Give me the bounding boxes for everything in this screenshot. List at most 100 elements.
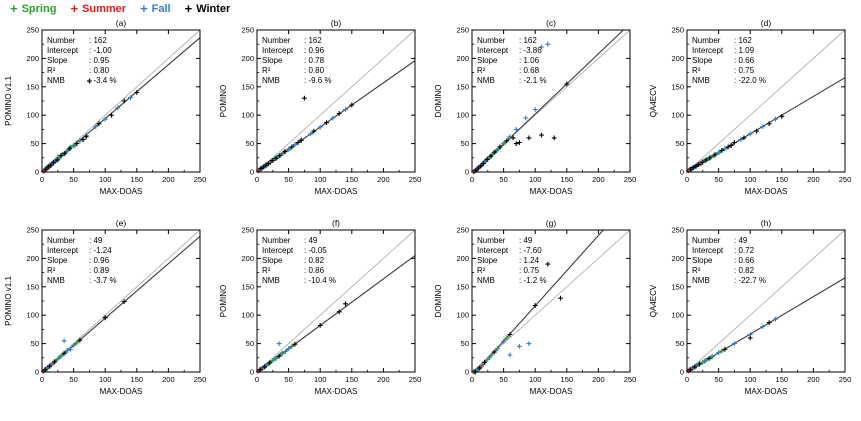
x-tick-label: 50: [714, 375, 722, 384]
y-tick-label: 200: [241, 254, 254, 263]
y-tick-label: 0: [680, 168, 684, 177]
scatter-panel-f: (f) 0 0 50 50 100 100 150 150 200 200 250 250 Number:…: [215, 216, 430, 416]
x-tick-label: 250: [194, 375, 207, 384]
stat-label: NMB: [692, 76, 710, 85]
x-axis-title: MAX-DOAS: [530, 187, 573, 196]
y-tick-label: 200: [456, 254, 469, 263]
x-tick-label: 200: [807, 375, 820, 384]
stat-value: : -9.6 %: [304, 76, 332, 85]
y-tick-label: 100: [26, 111, 39, 120]
y-tick-label: 200: [241, 54, 254, 63]
scatter-panel-c: (c) 0 0 50 50 100 100 150 150 200 200 250 250 Number:…: [430, 16, 645, 216]
y-tick-label: 250: [456, 226, 469, 235]
scatter-panel-a: (a) 0 0 50 50 100 100 150 150 200 200 250 250 Number:…: [0, 16, 215, 216]
stat-value: : -7.60: [519, 246, 542, 255]
stat-label: Number: [692, 236, 721, 245]
stat-value: : 162: [734, 36, 752, 45]
stat-label: Slope: [477, 56, 498, 65]
scatter-panel-h: (h) 0 0 50 50 100 100 150 150 200 200 250 250 Number:…: [645, 216, 860, 416]
x-tick-label: 200: [592, 175, 605, 184]
stat-label: Slope: [47, 256, 68, 265]
x-tick-label: 250: [409, 375, 422, 384]
scatter-panel-d: (d) 0 0 50 50 100 100 150 150 200 200 250 250 Number:…: [645, 16, 860, 216]
y-tick-label: 250: [26, 226, 39, 235]
x-tick-label: 0: [470, 375, 474, 384]
stat-label: R²: [477, 66, 486, 75]
x-axis-title: MAX-DOAS: [100, 187, 143, 196]
stat-label: Number: [47, 36, 76, 45]
x-axis-title: MAX-DOAS: [745, 187, 788, 196]
x-tick-label: 250: [409, 175, 422, 184]
y-axis-title: DOMINO: [434, 85, 443, 118]
x-tick-label: 250: [194, 175, 207, 184]
scatter-panel-e: (e) 0 0 50 50 100 100 150 150 200 200 250 250 Number:…: [0, 216, 215, 416]
stat-value: : 0.75: [734, 66, 755, 75]
y-tick-label: 100: [456, 111, 469, 120]
stat-label: NMB: [477, 276, 495, 285]
stat-label: Intercept: [47, 46, 79, 55]
x-tick-label: 100: [744, 175, 757, 184]
stat-value: : 0.82: [734, 266, 755, 275]
stat-label: Number: [262, 36, 291, 45]
scatter-series-winter: [258, 95, 355, 171]
x-tick-label: 50: [284, 175, 292, 184]
plus-marker-icon: +: [184, 0, 193, 16]
stat-label: NMB: [47, 276, 65, 285]
stat-label: Slope: [477, 256, 498, 265]
x-tick-label: 100: [99, 375, 112, 384]
stat-label: Intercept: [692, 46, 724, 55]
x-tick-label: 50: [69, 375, 77, 384]
stat-value: : 0.96: [89, 256, 110, 265]
regression-line: [256, 255, 416, 373]
y-tick-label: 50: [31, 139, 39, 148]
stat-value: : -3.4 %: [89, 76, 117, 85]
plus-marker-icon: +: [140, 0, 148, 16]
stat-label: Slope: [47, 56, 68, 65]
x-axis-title: MAX-DOAS: [315, 387, 358, 396]
stat-value: : -3.7 %: [89, 276, 117, 285]
scatter-series-winter: [473, 81, 570, 173]
panel-grid: (a) 0 0 50 50 100 100 150 150 200 200 250 250 Number:…: [0, 16, 861, 416]
one-to-one-line: [41, 229, 201, 373]
stat-label: NMB: [692, 276, 710, 285]
x-axis-title: MAX-DOAS: [530, 387, 573, 396]
x-tick-label: 250: [839, 375, 852, 384]
stat-label: Number: [47, 236, 76, 245]
stat-label: R²: [692, 66, 701, 75]
y-tick-label: 200: [26, 54, 39, 63]
scatter-series-winter: [43, 78, 140, 172]
stat-value: : 0.86: [304, 266, 325, 275]
stat-label: Slope: [692, 56, 713, 65]
y-tick-label: 250: [26, 26, 39, 35]
y-tick-label: 50: [676, 139, 684, 148]
y-tick-label: 100: [241, 111, 254, 120]
x-tick-label: 50: [69, 175, 77, 184]
y-tick-label: 100: [671, 111, 684, 120]
stat-value: : -2.1 %: [519, 76, 547, 85]
y-tick-label: 250: [241, 226, 254, 235]
x-tick-label: 150: [561, 175, 574, 184]
x-tick-label: 100: [529, 175, 542, 184]
y-tick-label: 50: [676, 339, 684, 348]
y-tick-label: 150: [456, 282, 469, 291]
x-tick-label: 150: [131, 375, 144, 384]
panel-label: (f): [332, 218, 340, 228]
stat-label: Number: [692, 36, 721, 45]
y-axis-title: POMINO v1.1: [4, 276, 13, 326]
stat-value: : -22.7 %: [734, 276, 766, 285]
stat-label: Intercept: [47, 246, 79, 255]
x-axis-title: MAX-DOAS: [100, 387, 143, 396]
y-tick-label: 200: [456, 54, 469, 63]
y-tick-label: 200: [671, 254, 684, 263]
x-tick-label: 200: [807, 175, 820, 184]
y-axis-title: DOMINO: [434, 285, 443, 318]
legend: + Spring + Summer + Fall + Winter: [0, 0, 861, 16]
x-tick-label: 100: [99, 175, 112, 184]
x-tick-label: 0: [40, 175, 44, 184]
stat-value: : -1.00: [89, 46, 112, 55]
x-tick-label: 100: [744, 375, 757, 384]
y-tick-label: 50: [461, 139, 469, 148]
stat-value: : -10.4 %: [304, 276, 336, 285]
one-to-one-line: [256, 229, 416, 373]
y-tick-label: 150: [241, 82, 254, 91]
